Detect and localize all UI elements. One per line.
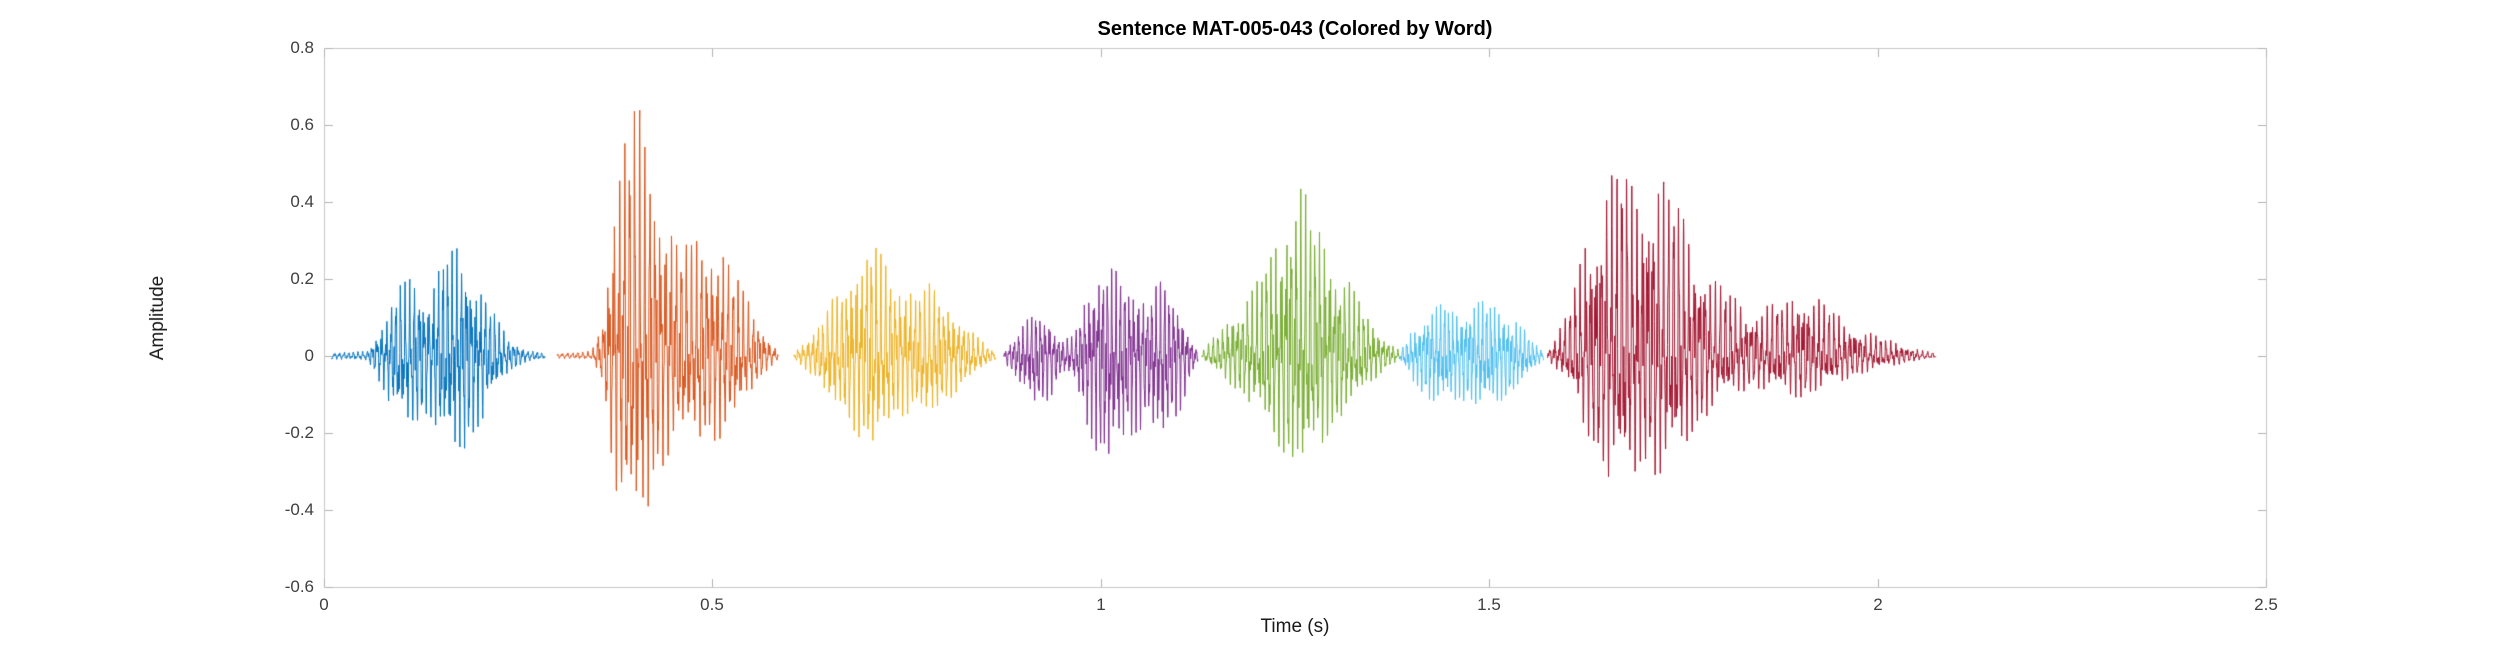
y-tick-label-neg0_4: -0.4: [284, 500, 314, 519]
chart-title: Sentence MAT-005-043 (Colored by Word): [1097, 18, 1493, 40]
x-tick-label-2_5: 2.5: [2254, 595, 2278, 614]
y-tick-label-0_6: 0.6: [290, 115, 314, 134]
x-tick-label-1_5: 1.5: [1477, 595, 1501, 614]
y-axis-label: Amplitude: [147, 275, 168, 361]
x-tick-label-0: 0: [319, 595, 329, 614]
y-tick-label-0_8: 0.8: [290, 38, 314, 57]
y-tick-label-0_2: 0.2: [290, 269, 314, 288]
y-tick-label-neg0_6: -0.6: [284, 577, 314, 596]
x-axis-label: Time (s): [1260, 616, 1330, 637]
x-tick-label-1: 1: [1096, 595, 1106, 614]
x-tick-label-2: 2: [1873, 595, 1883, 614]
y-tick-label-0: 0: [304, 346, 314, 365]
y-tick-label-0_4: 0.4: [290, 192, 314, 211]
y-tick-label-neg0_2: -0.2: [284, 423, 314, 442]
x-tick-label-0_5: 0.5: [700, 595, 724, 614]
